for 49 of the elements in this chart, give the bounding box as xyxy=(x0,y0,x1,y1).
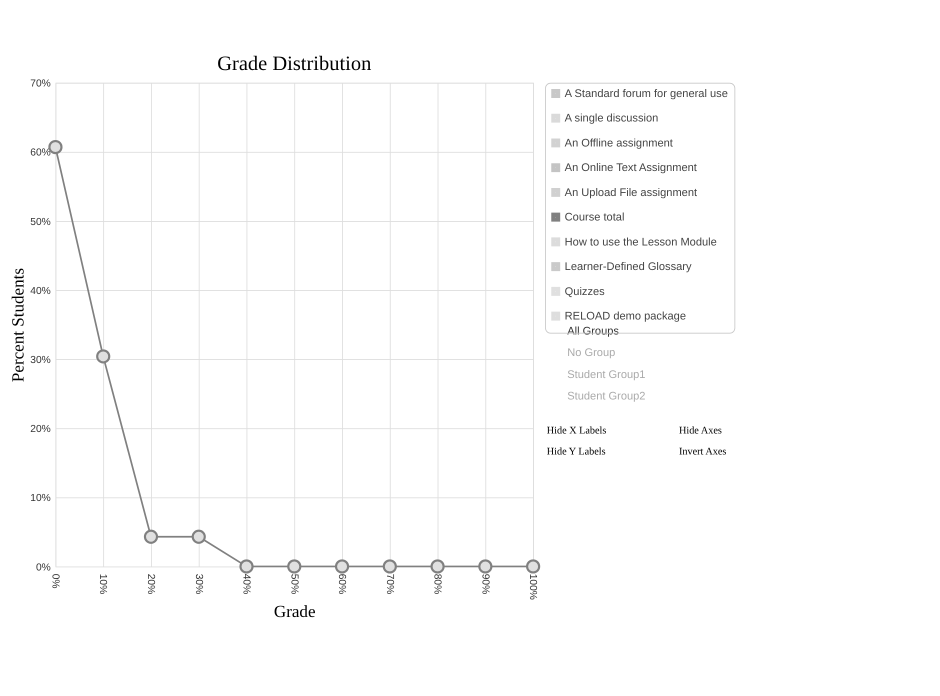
point xyxy=(334,559,350,574)
x-tick-label: 50% xyxy=(288,574,300,594)
x-tick-label: 100% xyxy=(527,574,538,600)
point xyxy=(239,559,254,574)
text: Student Group1 xyxy=(567,368,646,381)
y-tick-label: 70% xyxy=(30,78,51,90)
x-tick-label: 60% xyxy=(336,574,348,594)
x-tick-label: 90% xyxy=(479,574,490,594)
legend-label: RELOAD demo package xyxy=(564,310,686,323)
x-tick-label: 20% xyxy=(144,574,156,594)
point xyxy=(526,559,540,574)
legend-label: An Upload File assignment xyxy=(564,186,698,199)
text: Hide Y Labels xyxy=(546,446,606,458)
point xyxy=(382,559,397,574)
legend-label: A Standard forum for general use xyxy=(564,88,728,100)
x-tick-label: 0% xyxy=(49,574,60,588)
x-tick-label: 70% xyxy=(384,574,395,594)
text: Hide Axes xyxy=(678,425,722,436)
legend-label: Quizzes xyxy=(564,286,606,298)
y-tick-label: 10% xyxy=(30,493,51,504)
x-axis-title: Grade xyxy=(274,602,316,621)
chart-title: Grade Distribution xyxy=(217,53,372,76)
point xyxy=(287,559,302,574)
x-tick-label: 10% xyxy=(97,574,108,594)
y-tick-label: 50% xyxy=(30,216,51,228)
y-tick-label: 40% xyxy=(30,286,51,297)
point xyxy=(192,530,206,544)
point xyxy=(430,559,445,574)
text: Student Group2 xyxy=(567,390,646,403)
y-tick-label: 0% xyxy=(36,562,51,574)
legend-label: Learner-Defined Glossary xyxy=(564,261,692,274)
y-tick-label: 60% xyxy=(30,148,51,159)
y-tick-label: 20% xyxy=(30,424,51,436)
legend-label: An Offline assignment xyxy=(564,137,673,150)
text: Invert Axes xyxy=(678,446,726,458)
x-tick-label: 80% xyxy=(432,574,443,594)
y-tick-label: 30% xyxy=(30,355,51,366)
legend-label: A single discussion xyxy=(564,112,658,125)
x-tick-label: 40% xyxy=(240,574,252,594)
point xyxy=(96,349,110,364)
legend-label: How to use the Lesson Module xyxy=(564,236,717,248)
text: No Group xyxy=(567,347,616,360)
y-axis-title: Percent Students xyxy=(8,268,28,382)
point xyxy=(478,559,492,574)
legend-label: Course total xyxy=(564,212,624,224)
legend-label: An Online Text Assignment xyxy=(564,162,697,174)
point xyxy=(144,530,158,544)
x-tick-label: 30% xyxy=(192,574,204,594)
text: Hide X Labels xyxy=(546,425,606,436)
